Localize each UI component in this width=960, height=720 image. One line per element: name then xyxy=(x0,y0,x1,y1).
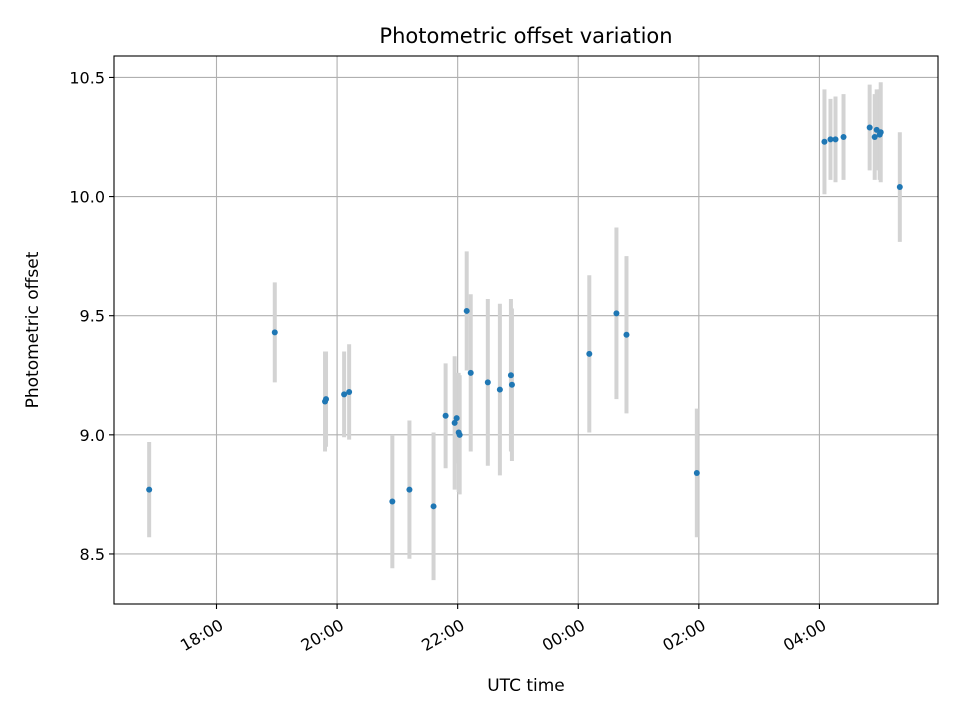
x-tick-label: 02:00 xyxy=(659,615,708,655)
data-point xyxy=(467,369,474,376)
tick-layer: 8.5 9.0 9.5 10.0 10.5 18:00 20:00 22:00 00:00 02:… xyxy=(69,68,829,654)
y-axis-label: Photometric offset xyxy=(23,251,43,408)
data-point xyxy=(877,129,884,136)
data-point xyxy=(146,486,153,493)
data-point xyxy=(866,124,873,131)
data-point xyxy=(613,310,620,317)
y-tick-label: 9.5 xyxy=(80,307,105,326)
chart-title: Photometric offset variation xyxy=(379,24,672,48)
x-tick-label: 18:00 xyxy=(177,615,226,655)
x-tick-label: 20:00 xyxy=(298,615,347,655)
data-point xyxy=(453,415,460,422)
data-point xyxy=(463,307,470,314)
data-point xyxy=(586,350,593,357)
data-point xyxy=(832,136,839,143)
data-point xyxy=(623,331,630,338)
y-tick-label: 10.5 xyxy=(69,68,105,87)
y-tick-label: 10.0 xyxy=(69,188,105,207)
data-point xyxy=(456,431,463,438)
data-point xyxy=(406,486,413,493)
data-point xyxy=(271,329,278,336)
x-tick-label: 04:00 xyxy=(780,615,829,655)
plot-frame xyxy=(113,55,939,605)
x-tick-label: 22:00 xyxy=(418,615,467,655)
data-point xyxy=(507,372,514,379)
data-point xyxy=(827,136,834,143)
y-tick-label: 8.5 xyxy=(80,545,105,564)
point-layer xyxy=(146,124,903,510)
y-tick-label: 9.0 xyxy=(80,426,105,445)
x-tick-label: 00:00 xyxy=(539,615,588,655)
data-point xyxy=(389,498,396,505)
data-point xyxy=(496,386,503,393)
x-axis-label: UTC time xyxy=(487,676,565,696)
data-point xyxy=(484,379,491,386)
data-point xyxy=(508,381,515,388)
data-point xyxy=(840,134,847,141)
data-point xyxy=(323,396,330,403)
data-point xyxy=(346,388,353,395)
errorbar-layer xyxy=(147,82,902,581)
data-point xyxy=(871,134,878,141)
data-point xyxy=(821,138,828,145)
data-point xyxy=(896,184,903,191)
data-point xyxy=(442,412,449,419)
grid-layer xyxy=(114,56,938,604)
data-point xyxy=(430,503,437,510)
data-point xyxy=(341,391,348,398)
data-point xyxy=(693,469,700,476)
data-point xyxy=(451,419,458,426)
